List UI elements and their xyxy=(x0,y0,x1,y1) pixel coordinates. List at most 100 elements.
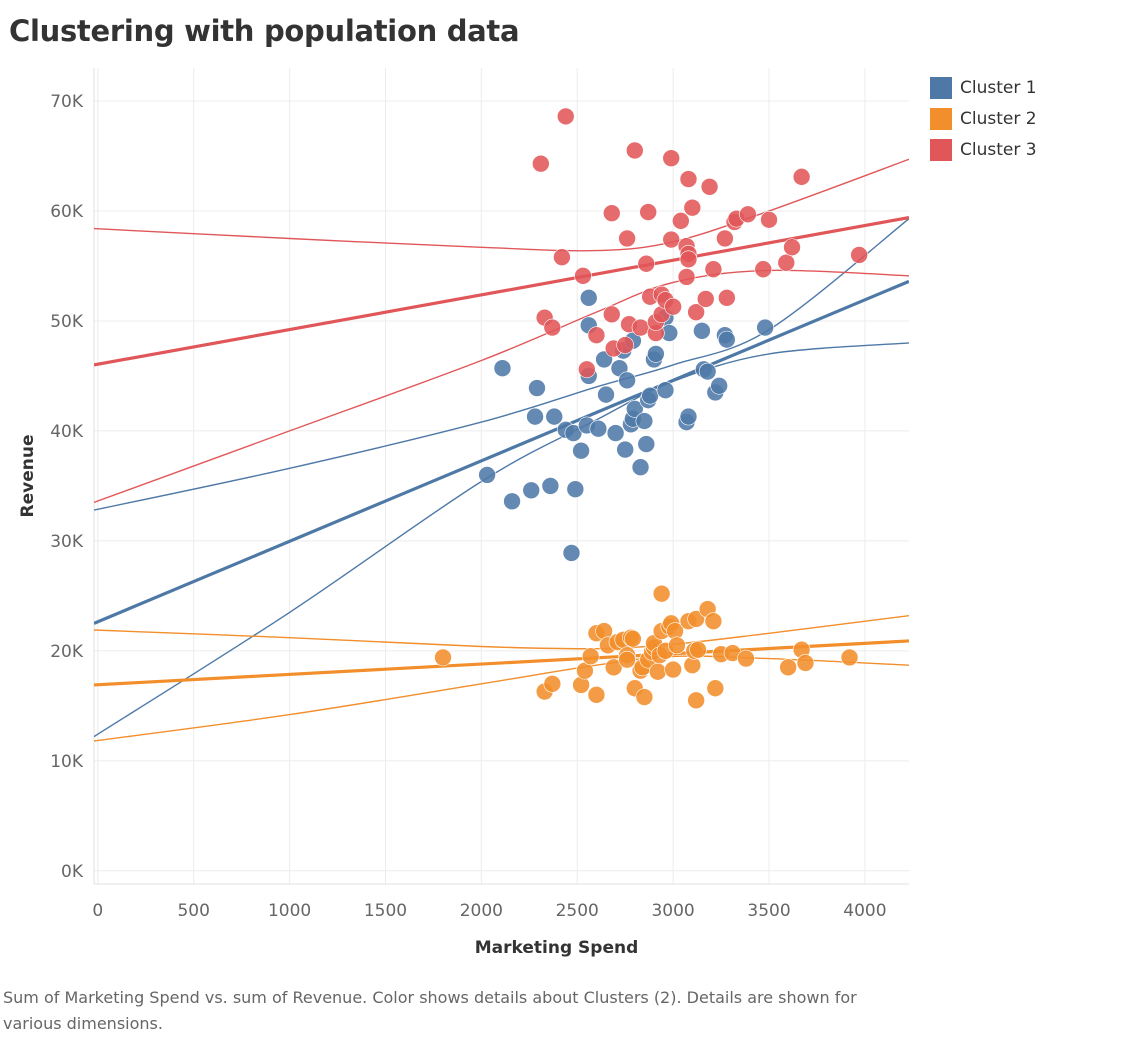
trend-group-cluster-2 xyxy=(94,615,909,742)
data-point[interactable] xyxy=(631,458,650,477)
data-point[interactable] xyxy=(716,229,734,248)
data-point[interactable] xyxy=(779,658,797,677)
data-point[interactable] xyxy=(696,290,715,308)
data-point[interactable] xyxy=(718,330,736,349)
data-point[interactable] xyxy=(579,289,598,307)
data-point[interactable] xyxy=(641,386,659,405)
data-point[interactable] xyxy=(648,662,667,681)
legend-item-cluster-1[interactable]: Cluster 1 xyxy=(930,72,1037,103)
data-point[interactable] xyxy=(543,318,562,337)
data-point[interactable] xyxy=(574,267,592,285)
data-point[interactable] xyxy=(760,210,778,229)
data-point[interactable] xyxy=(756,318,774,337)
data-point[interactable] xyxy=(625,400,644,418)
data-point[interactable] xyxy=(671,212,690,230)
data-point[interactable] xyxy=(478,466,496,484)
data-point[interactable] xyxy=(562,544,581,562)
data-point[interactable] xyxy=(528,379,546,397)
data-point[interactable] xyxy=(589,419,608,438)
data-point[interactable] xyxy=(587,686,606,704)
data-point[interactable] xyxy=(635,412,654,430)
data-point[interactable] xyxy=(616,336,634,354)
data-point[interactable] xyxy=(679,170,698,188)
data-point[interactable] xyxy=(635,688,654,706)
data-point[interactable] xyxy=(434,648,452,667)
x-tick-label: 2000 xyxy=(460,901,503,921)
data-point[interactable] xyxy=(543,675,562,693)
legend-label: Cluster 2 xyxy=(960,108,1037,129)
data-point[interactable] xyxy=(618,650,636,669)
data-point[interactable] xyxy=(566,480,585,498)
data-point[interactable] xyxy=(693,322,711,340)
data-point[interactable] xyxy=(662,149,681,167)
data-point[interactable] xyxy=(493,359,512,378)
data-point[interactable] xyxy=(850,246,868,264)
chart-title: Clustering with population data xyxy=(9,14,520,48)
data-point[interactable] xyxy=(604,658,623,677)
data-point[interactable] xyxy=(718,289,736,307)
data-point[interactable] xyxy=(639,203,658,221)
data-point[interactable] xyxy=(677,268,696,286)
data-point[interactable] xyxy=(679,407,698,426)
data-point[interactable] xyxy=(739,205,757,224)
data-point[interactable] xyxy=(616,440,634,459)
data-point[interactable] xyxy=(706,679,725,698)
data-point[interactable] xyxy=(652,584,671,603)
data-point[interactable] xyxy=(553,248,571,266)
trend-lower-band xyxy=(94,655,909,742)
data-point[interactable] xyxy=(840,648,859,667)
data-point[interactable] xyxy=(698,362,717,381)
data-point[interactable] xyxy=(792,168,811,186)
data-point[interactable] xyxy=(526,407,544,426)
data-point[interactable] xyxy=(637,435,656,453)
data-point[interactable] xyxy=(754,260,773,279)
data-point[interactable] xyxy=(687,691,705,710)
data-point[interactable] xyxy=(624,629,642,648)
y-tick-label: 50K xyxy=(50,312,84,332)
data-point[interactable] xyxy=(618,371,636,390)
data-point[interactable] xyxy=(503,492,521,511)
data-point[interactable] xyxy=(689,640,707,659)
legend: Cluster 1 Cluster 2 Cluster 3 xyxy=(930,72,1037,165)
data-point[interactable] xyxy=(737,649,755,668)
data-point[interactable] xyxy=(704,612,723,630)
data-point[interactable] xyxy=(647,345,665,363)
data-point[interactable] xyxy=(581,647,600,666)
data-point[interactable] xyxy=(564,424,583,442)
data-point[interactable] xyxy=(664,297,682,316)
x-tick-label: 1500 xyxy=(364,901,407,921)
data-point[interactable] xyxy=(572,441,590,460)
data-point[interactable] xyxy=(687,303,705,321)
data-point[interactable] xyxy=(662,230,681,249)
data-point[interactable] xyxy=(602,204,621,222)
data-point[interactable] xyxy=(541,477,560,495)
data-point[interactable] xyxy=(687,610,705,628)
data-point[interactable] xyxy=(545,407,564,426)
data-point[interactable] xyxy=(777,253,796,272)
data-point[interactable] xyxy=(602,305,621,324)
data-point[interactable] xyxy=(783,238,801,257)
data-point[interactable] xyxy=(556,107,575,126)
y-tick-label: 30K xyxy=(50,532,84,552)
data-point[interactable] xyxy=(679,250,698,269)
legend-item-cluster-3[interactable]: Cluster 3 xyxy=(930,134,1037,165)
data-point[interactable] xyxy=(522,481,541,500)
data-point[interactable] xyxy=(796,654,815,672)
data-point[interactable] xyxy=(664,660,682,679)
data-point[interactable] xyxy=(532,154,550,173)
data-point[interactable] xyxy=(618,229,636,248)
data-point[interactable] xyxy=(704,260,723,279)
data-point[interactable] xyxy=(700,177,719,196)
data-point[interactable] xyxy=(656,381,675,400)
data-point[interactable] xyxy=(578,360,596,379)
data-point[interactable] xyxy=(587,326,606,345)
data-point[interactable] xyxy=(597,385,615,404)
data-point[interactable] xyxy=(668,636,686,655)
legend-item-cluster-2[interactable]: Cluster 2 xyxy=(930,103,1037,134)
data-point[interactable] xyxy=(683,198,702,217)
data-point[interactable] xyxy=(631,318,650,337)
data-point[interactable] xyxy=(637,254,656,273)
data-point[interactable] xyxy=(606,424,625,442)
data-point[interactable] xyxy=(625,141,644,160)
data-point[interactable] xyxy=(710,377,728,395)
